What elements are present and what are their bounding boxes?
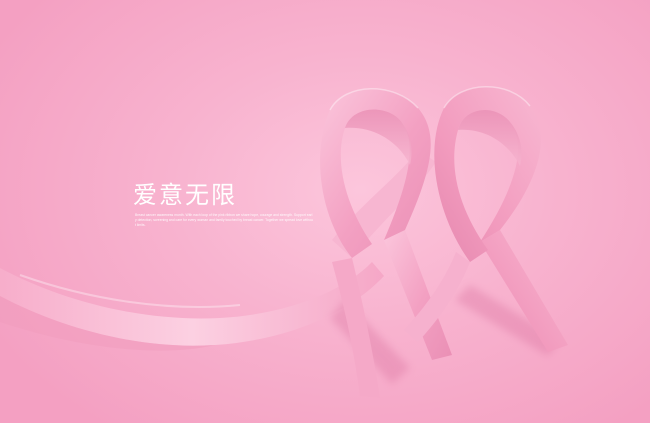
poster-body-text: Breast cancer awareness month. With each… (135, 213, 313, 228)
awareness-ribbon-left (320, 88, 452, 398)
poster-title: 爱意无限 (133, 181, 237, 209)
awareness-ribbon-right (404, 86, 568, 352)
sweeping-ribbon (0, 262, 384, 351)
